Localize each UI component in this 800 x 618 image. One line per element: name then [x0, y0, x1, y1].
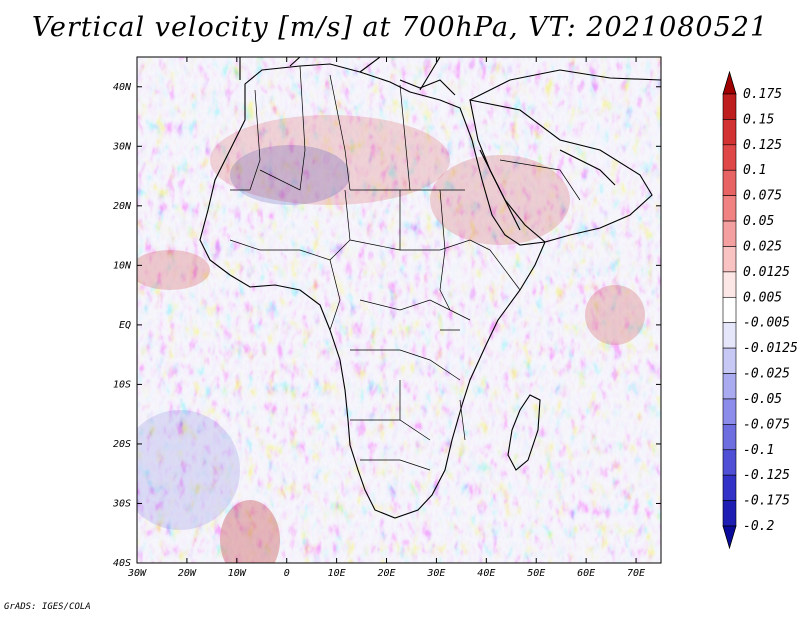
lon-label: 20W	[178, 568, 197, 579]
lat-label: 40N	[113, 82, 132, 93]
lon-label: 70E	[627, 568, 645, 579]
colorbar-swatch	[722, 322, 737, 349]
colorbar-swatch	[722, 119, 737, 146]
latitude-axis: 40N 30N 20N 10N EQ 10S 20S 30S 40S	[112, 82, 661, 569]
lon-label: 0	[284, 568, 290, 579]
lon-label: 30E	[426, 568, 445, 579]
lon-label: 20E	[377, 568, 395, 579]
lon-label: 50E	[527, 568, 545, 579]
colorbar-swatch	[722, 424, 737, 451]
colorbar-swatch	[722, 93, 737, 120]
country-borders	[229, 65, 581, 471]
velocity-field	[137, 57, 661, 563]
colorbar-label: -0.1	[743, 443, 774, 458]
colorbar-swatch	[722, 474, 737, 501]
lon-label: 60E	[577, 568, 595, 579]
lon-label: 10W	[228, 568, 247, 579]
lat-label: 10N	[113, 260, 132, 271]
colorbar-label: -0.125	[743, 468, 790, 483]
colorbar-label: 0.075	[743, 189, 782, 204]
lon-label: 10E	[328, 568, 346, 579]
colorbar-swatch	[722, 246, 737, 273]
colorbar-swatch	[722, 296, 737, 324]
colorbar: 0.175 0.15 0.125 0.1 0.075 0.05 0.025 0.0125 0.0…	[722, 70, 798, 550]
colorbar-label: 0.15	[743, 112, 774, 127]
lat-label: 30N	[112, 141, 132, 152]
map-title: Vertical velocity [m/s] at 700hPa, VT: 2…	[31, 12, 769, 43]
colorbar-label: -0.2	[743, 519, 774, 534]
colorbar-swatch	[722, 373, 737, 400]
colorbar-swatch	[722, 500, 737, 527]
colorbar-swatch	[722, 169, 737, 196]
lat-label: 40S	[113, 558, 131, 569]
colorbar-swatch	[722, 144, 737, 171]
colorbar-label: -0.005	[743, 316, 790, 331]
colorbar-label: 0.0125	[743, 265, 790, 280]
colorbar-label: -0.05	[743, 392, 782, 407]
lat-label: 30S	[112, 498, 131, 509]
colorbar-label: 0.005	[743, 290, 782, 305]
colorbar-swatch	[722, 449, 737, 476]
colorbar-label: 0.175	[743, 87, 782, 102]
colorbar-label: -0.0125	[743, 341, 798, 356]
colorbar-swatch	[722, 347, 737, 374]
colorbar-label: 0.125	[743, 138, 782, 153]
colorbar-swatch	[722, 398, 737, 425]
colorbar-arrow-top	[722, 70, 737, 95]
longitude-axis: 30W 20W 10W 0 10E 20E 30E 40E 50E 60E 70E	[127, 57, 645, 579]
colorbar-label: 0.1	[743, 163, 766, 178]
lat-label: 20N	[113, 201, 132, 212]
grads-credit: GrADS: IGES/COLA	[4, 602, 91, 612]
colorbar-swatch	[722, 220, 737, 247]
lat-label: 10S	[113, 379, 131, 390]
colorbar-label: -0.175	[743, 494, 790, 509]
colorbar-label: 0.05	[743, 214, 774, 229]
colorbar-label: 0.025	[743, 239, 782, 254]
colorbar-swatch	[722, 271, 737, 298]
colorbar-swatch	[722, 195, 737, 222]
colorbar-arrow-bottom	[722, 525, 737, 550]
lon-label: 30W	[127, 568, 147, 579]
lat-label: 20S	[113, 439, 131, 450]
colorbar-label: -0.075	[743, 417, 790, 432]
map-frame	[136, 56, 662, 564]
colorbar-label: -0.025	[743, 367, 790, 382]
coastlines	[199, 57, 661, 519]
lon-label: 40E	[477, 568, 495, 579]
lat-label: EQ	[119, 320, 131, 331]
